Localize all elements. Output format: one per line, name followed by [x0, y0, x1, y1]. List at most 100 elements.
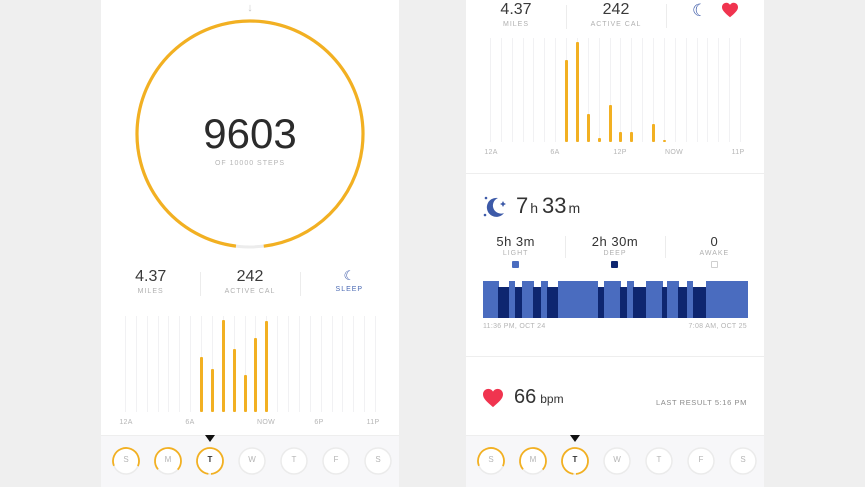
day-label: S: [488, 455, 494, 464]
day-button[interactable]: S: [363, 446, 393, 476]
grid-line: [168, 316, 170, 412]
miles-value: 4.37: [500, 1, 532, 18]
day-button[interactable]: S: [111, 446, 141, 476]
x-label-11p: 11P: [731, 149, 745, 156]
day-progress-ring: [519, 447, 547, 475]
day-label: W: [248, 455, 256, 464]
active-cal-stat[interactable]: 242 ACTIVE CAL: [200, 268, 299, 304]
hour-bar[interactable]: [565, 60, 569, 142]
light-sleep-segment: [686, 281, 694, 318]
day-button[interactable]: T: [279, 446, 309, 476]
hourly-steps-chart[interactable]: 12A 6A 12P NOW 11P: [484, 38, 745, 156]
steps-progress-ring[interactable]: 9603 OF 10000 STEPS: [134, 18, 366, 250]
heart-rate-unit: bpm: [540, 392, 564, 406]
hour-bar[interactable]: [243, 375, 247, 412]
miles-stat[interactable]: 4.37 MILES: [101, 268, 200, 304]
grid-line: [490, 38, 491, 142]
sleep-hours: 7: [516, 193, 529, 218]
active-cal-stat[interactable]: 242 ACTIVE CAL: [566, 1, 666, 37]
day-label: F: [698, 455, 704, 464]
chart-grid: [488, 38, 742, 142]
hour-bar[interactable]: [619, 132, 623, 142]
awake-label: AWAKE: [699, 250, 730, 257]
day-button[interactable]: S: [728, 446, 758, 476]
hour-bar[interactable]: [575, 42, 579, 142]
hour-bar[interactable]: [265, 320, 269, 412]
grid-line: [609, 38, 611, 142]
hour-bar[interactable]: [232, 349, 236, 412]
day-progress-ring: [112, 447, 140, 475]
active-cal-label: ACTIVE CAL: [590, 21, 642, 28]
day-progress-ring: [154, 447, 182, 475]
hour-bar[interactable]: [662, 140, 666, 142]
hour-bar[interactable]: [597, 138, 601, 142]
hourly-steps-chart[interactable]: 12A 6A NOW 6P 11P: [119, 316, 379, 426]
heart-icon[interactable]: [721, 2, 739, 23]
grid-line: [179, 316, 181, 412]
light-sleep-swatch: [512, 261, 520, 268]
day-button[interactable]: W: [237, 446, 267, 476]
grid-line: [375, 316, 376, 412]
hour-bar[interactable]: [210, 368, 214, 412]
hour-bar[interactable]: [221, 320, 225, 412]
hour-bar[interactable]: [586, 114, 590, 142]
heart-rate-summary[interactable]: 66 bpm: [482, 386, 564, 409]
sleep-minutes-unit: m: [568, 200, 581, 216]
grid-line: [707, 38, 709, 142]
day-button[interactable]: T: [195, 446, 225, 476]
day-label: T: [291, 455, 297, 464]
day-button[interactable]: M: [153, 446, 183, 476]
day-button[interactable]: T: [644, 446, 674, 476]
miles-label: MILES: [502, 21, 529, 28]
moon-stars-icon: [483, 196, 506, 217]
light-sleep-stat: 5h 3m LIGHT: [466, 234, 565, 274]
day-label: S: [740, 455, 746, 464]
day-button[interactable]: M: [518, 446, 548, 476]
day-button[interactable]: F: [686, 446, 716, 476]
deep-sleep-segment: [692, 287, 707, 318]
day-button[interactable]: W: [602, 446, 632, 476]
x-label-6a: 6A: [185, 419, 195, 426]
moon-icon[interactable]: ☾: [692, 1, 708, 20]
heart-icon: [483, 388, 503, 407]
day-button[interactable]: S: [476, 446, 506, 476]
day-label: S: [123, 455, 129, 464]
hour-bar[interactable]: [630, 132, 634, 142]
day-label: M: [529, 455, 537, 464]
pull-down-arrow-icon[interactable]: ↓: [247, 2, 253, 14]
grid-line: [631, 38, 633, 142]
x-label-6a: 6A: [550, 149, 560, 156]
grid-line: [740, 38, 741, 142]
day-button[interactable]: T: [560, 446, 590, 476]
day-button[interactable]: F: [321, 446, 351, 476]
miles-stat[interactable]: 4.37 MILES: [466, 1, 566, 37]
grid-line: [718, 38, 720, 142]
selected-day-pointer-icon: [205, 435, 215, 442]
grid-line: [211, 316, 213, 412]
summary-stats-row: 4.37 MILES 242 ACTIVE CAL: [466, 1, 666, 37]
day-progress-ring: [477, 447, 505, 475]
grid-line: [642, 38, 644, 142]
light-sleep-segment: [521, 281, 534, 318]
grid-line: [331, 316, 333, 412]
grid-line: [544, 38, 546, 142]
day-progress-ring: [561, 447, 589, 475]
deep-sleep-segment: [678, 287, 688, 318]
light-sleep-segment: [557, 281, 599, 318]
hour-bar[interactable]: [254, 338, 258, 412]
stats-divider: [666, 4, 667, 28]
sleep-hypnogram[interactable]: [483, 281, 749, 318]
sleep-end-time: 7:08 AM, OCT 25: [688, 323, 747, 330]
grid-line: [685, 38, 687, 142]
grid-line: [157, 316, 159, 412]
sleep-total[interactable]: 7 h 33 m: [482, 193, 584, 221]
light-sleep-segment: [667, 281, 679, 318]
sleep-stat-button[interactable]: ☾ SLEEP: [299, 268, 399, 304]
hour-bar[interactable]: [652, 124, 656, 142]
x-label-now: NOW: [256, 419, 276, 426]
active-cal-value: 242: [236, 268, 264, 285]
hour-bar[interactable]: [608, 105, 612, 142]
hour-bar[interactable]: [200, 356, 204, 412]
